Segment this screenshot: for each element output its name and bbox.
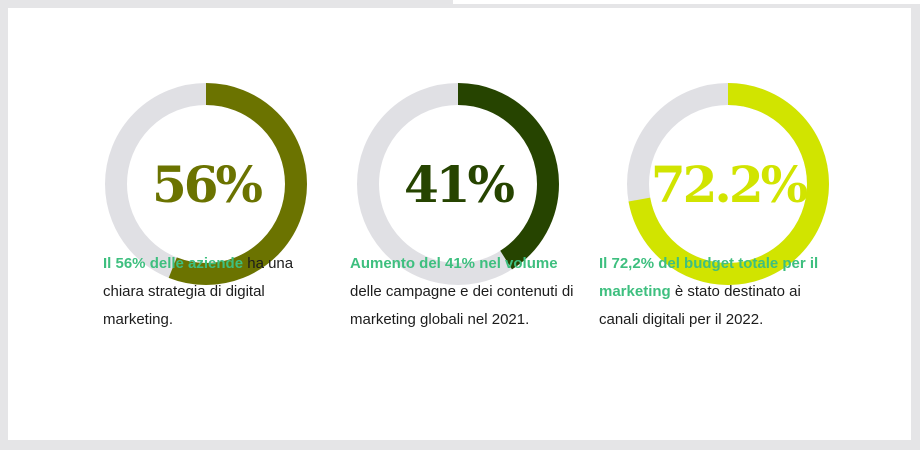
percentage-value-1: 56% [151, 154, 263, 214]
donut-chart-3: 72.2% [618, 74, 838, 294]
caption-highlight-2: Aumento del 41% nel volume [350, 255, 558, 272]
caption-text-1: ha una chiara strategia di digital marke… [103, 255, 294, 328]
caption-1: Il 56% delle aziende ha una chiara strat… [103, 250, 328, 334]
caption-highlight-3: Il 72,2% del budget totale per il market… [599, 255, 819, 300]
caption-2: Aumento del 41% nel volume delle campagn… [350, 250, 575, 334]
donut-slice-3 [627, 83, 829, 285]
donut-slice-1 [105, 83, 307, 285]
donut-svg-1 [105, 83, 307, 285]
donut-svg-2 [357, 83, 559, 285]
donut-slice-2 [357, 83, 559, 285]
caption-text-3: è stato destinato ai canali digitali per… [599, 283, 801, 328]
stat-1: 56% [96, 74, 326, 294]
caption-highlight-1: Il 56% delle aziende [103, 255, 244, 272]
stat-3: 72.2% [618, 74, 848, 294]
caption-3: Il 72,2% del budget totale per il market… [599, 250, 824, 334]
stats-card: 56% Il 56% delle aziende ha una chiara s… [8, 8, 911, 440]
donut-chart-1: 56% [96, 74, 316, 294]
frame-top-gap [453, 0, 920, 4]
donut-chart-2: 41% [348, 74, 568, 294]
percentage-value-3: 72.2% [650, 154, 808, 214]
donut-svg-3 [627, 83, 829, 285]
percentage-value-2: 41% [403, 154, 515, 214]
caption-text-2: delle campagne e dei contenuti di market… [350, 283, 574, 328]
stat-2: 41% [348, 74, 578, 294]
